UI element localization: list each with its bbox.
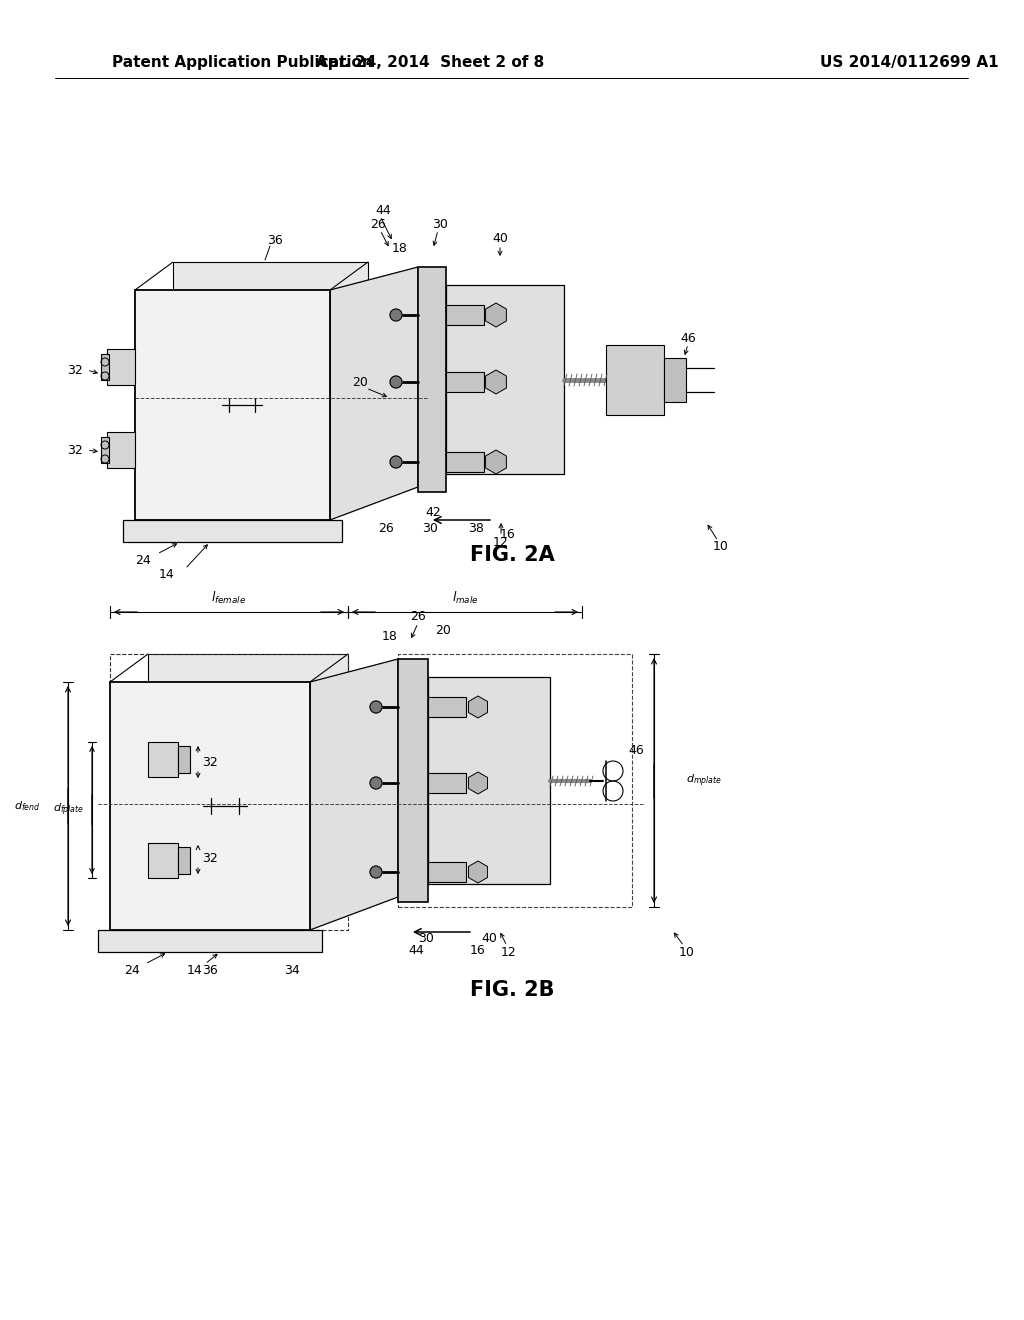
Bar xyxy=(173,261,368,492)
Bar xyxy=(110,653,348,931)
Bar xyxy=(428,677,550,884)
Polygon shape xyxy=(468,772,487,795)
Text: 46: 46 xyxy=(680,331,696,345)
Bar xyxy=(110,682,310,931)
Text: 36: 36 xyxy=(202,964,218,977)
Circle shape xyxy=(370,701,382,713)
Text: Patent Application Publication: Patent Application Publication xyxy=(112,55,373,70)
Text: 26: 26 xyxy=(411,610,426,623)
Text: 40: 40 xyxy=(481,932,497,945)
Bar xyxy=(148,653,348,902)
Text: 42: 42 xyxy=(425,506,441,519)
Text: 16: 16 xyxy=(500,528,516,540)
Text: 32: 32 xyxy=(68,363,83,376)
Bar xyxy=(664,358,686,403)
Circle shape xyxy=(390,455,402,469)
Bar xyxy=(178,746,190,774)
Text: 20: 20 xyxy=(352,376,368,389)
Text: Apr. 24, 2014  Sheet 2 of 8: Apr. 24, 2014 Sheet 2 of 8 xyxy=(315,55,544,70)
Bar xyxy=(446,372,484,392)
Bar xyxy=(123,520,342,543)
Text: 18: 18 xyxy=(392,243,408,256)
Bar xyxy=(446,305,484,325)
Text: 34: 34 xyxy=(284,964,300,977)
Text: $d_{fplate}$: $d_{fplate}$ xyxy=(53,801,84,818)
Bar xyxy=(398,653,632,907)
Text: $l_{female}$: $l_{female}$ xyxy=(211,590,247,606)
Text: 46: 46 xyxy=(628,744,644,758)
Text: 26: 26 xyxy=(378,521,394,535)
Bar xyxy=(446,451,484,473)
Bar xyxy=(101,437,109,463)
Circle shape xyxy=(390,376,402,388)
Polygon shape xyxy=(485,450,507,474)
Polygon shape xyxy=(485,370,507,393)
Text: 14: 14 xyxy=(159,569,175,582)
Polygon shape xyxy=(485,304,507,327)
Bar xyxy=(428,862,466,882)
Polygon shape xyxy=(330,267,418,520)
Text: 24: 24 xyxy=(135,553,151,566)
Polygon shape xyxy=(310,659,398,931)
Bar xyxy=(148,843,178,878)
Text: 18: 18 xyxy=(382,631,398,644)
Text: 32: 32 xyxy=(202,755,218,768)
Text: 32: 32 xyxy=(68,444,83,457)
Text: 10: 10 xyxy=(713,540,729,553)
Text: 12: 12 xyxy=(494,536,509,549)
Bar xyxy=(135,290,330,520)
Bar xyxy=(98,931,322,952)
Text: 30: 30 xyxy=(432,219,447,231)
Bar xyxy=(446,285,564,474)
Text: FIG. 2B: FIG. 2B xyxy=(470,979,554,1001)
Bar xyxy=(418,267,446,492)
Text: 32: 32 xyxy=(202,851,218,865)
Text: 44: 44 xyxy=(409,944,424,957)
Circle shape xyxy=(370,866,382,878)
Circle shape xyxy=(390,309,402,321)
Text: 36: 36 xyxy=(267,234,283,247)
Bar xyxy=(148,742,178,777)
Bar xyxy=(101,354,109,380)
Text: 24: 24 xyxy=(124,964,140,977)
Bar xyxy=(428,774,466,793)
Bar xyxy=(398,659,428,902)
Text: 30: 30 xyxy=(422,521,438,535)
Text: 10: 10 xyxy=(679,945,695,958)
Text: 12: 12 xyxy=(501,945,517,958)
Text: 20: 20 xyxy=(435,624,451,638)
Bar xyxy=(428,697,466,717)
Text: 14: 14 xyxy=(187,964,203,977)
Text: 16: 16 xyxy=(470,944,485,957)
Bar xyxy=(106,348,135,385)
Text: 30: 30 xyxy=(418,932,434,945)
Text: US 2014/0112699 A1: US 2014/0112699 A1 xyxy=(820,55,998,70)
Text: $d_{fend}$: $d_{fend}$ xyxy=(13,799,40,813)
Text: 44: 44 xyxy=(375,203,391,216)
Text: 26: 26 xyxy=(370,219,386,231)
Bar xyxy=(178,847,190,874)
Polygon shape xyxy=(468,861,487,883)
Polygon shape xyxy=(468,696,487,718)
Text: FIG. 2A: FIG. 2A xyxy=(470,545,554,565)
Text: 40: 40 xyxy=(493,232,508,246)
Text: $d_{mplate}$: $d_{mplate}$ xyxy=(686,772,722,789)
Text: 38: 38 xyxy=(468,521,484,535)
Bar xyxy=(606,345,664,414)
Text: $l_{male}$: $l_{male}$ xyxy=(452,590,478,606)
Bar xyxy=(106,432,135,469)
Circle shape xyxy=(370,777,382,789)
